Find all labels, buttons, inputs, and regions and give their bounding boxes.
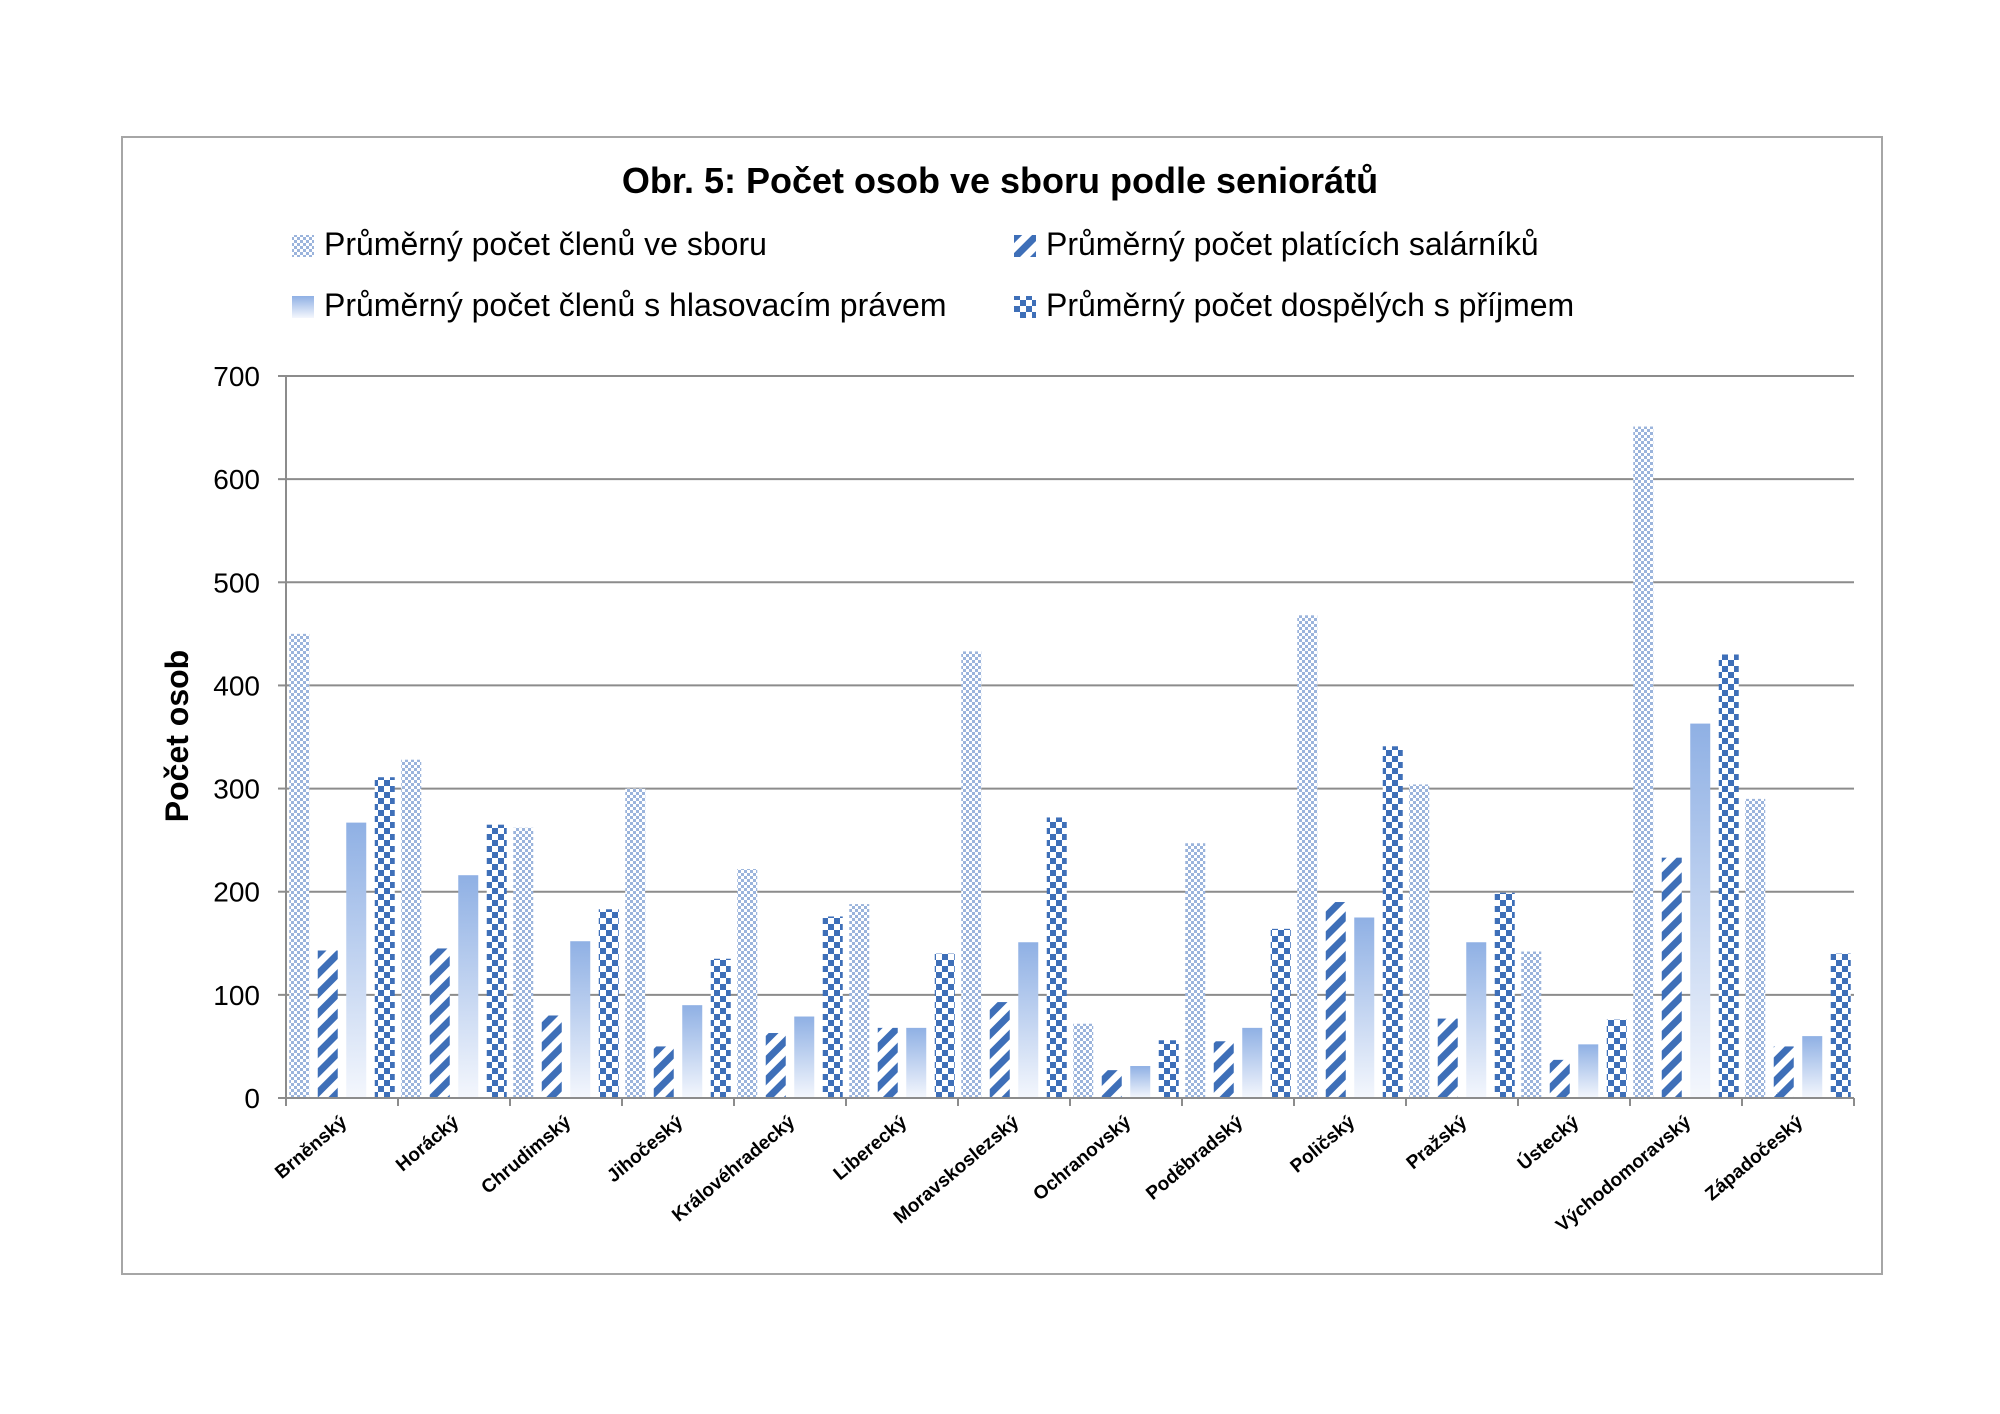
bar: [906, 1027, 927, 1098]
bar: [822, 916, 843, 1098]
bar: [317, 950, 338, 1098]
bar: [653, 1046, 674, 1098]
bar: [737, 869, 758, 1098]
chart-title: Obr. 5: Počet osob ve sboru podle senior…: [622, 160, 1378, 201]
bar: [1073, 1023, 1094, 1098]
bar: [1661, 857, 1682, 1098]
bar: [1718, 654, 1739, 1098]
bar: [877, 1027, 898, 1098]
y-tick-label: 0: [244, 1083, 260, 1114]
legend-swatch: [292, 235, 314, 257]
bar: [625, 788, 646, 1098]
bar: [1185, 843, 1206, 1098]
bar: [1633, 426, 1654, 1098]
legend-swatch: [1014, 235, 1036, 257]
bar: [934, 953, 955, 1098]
bar: [598, 909, 619, 1098]
y-tick-label: 700: [213, 361, 260, 392]
bar: [1521, 951, 1542, 1098]
bar: [401, 759, 422, 1098]
bar: [682, 1005, 703, 1098]
bar: [374, 777, 395, 1098]
bar: [1046, 817, 1067, 1098]
bar: [1158, 1040, 1179, 1098]
y-tick-labels: 0 100 200 300 400 500 600 700: [213, 361, 260, 1114]
legend: Průměrný počet členů ve sboru Průměrný po…: [292, 226, 1574, 323]
legend-label: Průměrný počet platících salárníků: [1046, 226, 1539, 262]
bar: [1802, 1036, 1823, 1098]
y-tick-label: 300: [213, 774, 260, 805]
bar: [458, 875, 479, 1098]
bar: [1773, 1046, 1794, 1098]
bar: [1830, 953, 1851, 1098]
bar: [1242, 1027, 1263, 1098]
bar: [1690, 723, 1711, 1098]
bar: [710, 958, 731, 1098]
bar: [1578, 1044, 1599, 1098]
bar: [1466, 942, 1487, 1098]
bar: [765, 1033, 786, 1098]
bar: [1354, 917, 1375, 1098]
legend-swatch: [1014, 296, 1036, 318]
legend-swatch: [292, 296, 314, 318]
y-tick-label: 500: [213, 567, 260, 598]
bar: [513, 827, 534, 1098]
axes: [278, 375, 1855, 1106]
bar: [1494, 892, 1515, 1098]
bar: [1101, 1070, 1122, 1098]
bar: [346, 822, 367, 1098]
y-axis-label: Počet osob: [159, 650, 195, 822]
bar: [289, 633, 310, 1098]
bar: [961, 651, 982, 1098]
gridlines: [286, 375, 1854, 996]
bar: [1213, 1041, 1234, 1098]
bar: [989, 1002, 1010, 1098]
bar: [849, 904, 870, 1098]
legend-label: Průměrný počet dospělých s příjmem: [1046, 287, 1574, 323]
bar: [1382, 746, 1403, 1098]
legend-label: Průměrný počet členů ve sboru: [324, 226, 767, 262]
bar: [541, 1015, 562, 1098]
bar: [1549, 1059, 1570, 1098]
bar: [1409, 784, 1430, 1098]
bar: [1130, 1066, 1151, 1098]
y-tick-label: 600: [213, 464, 260, 495]
y-tick-label: 200: [213, 877, 260, 908]
bar: [1270, 928, 1291, 1098]
bar: [1297, 615, 1318, 1098]
bar: [1606, 1019, 1627, 1098]
bar: [1018, 942, 1039, 1098]
y-tick-label: 400: [213, 670, 260, 701]
bar: [570, 941, 591, 1098]
bar: [1745, 798, 1766, 1098]
bar: [429, 948, 450, 1098]
bar: [1325, 902, 1346, 1098]
bar: [1437, 1018, 1458, 1098]
y-tick-label: 100: [213, 980, 260, 1011]
bars: [289, 426, 1851, 1098]
bar: [794, 1016, 815, 1098]
bar: [486, 824, 507, 1098]
legend-label: Průměrný počet členů s hlasovacím právem: [324, 287, 946, 323]
